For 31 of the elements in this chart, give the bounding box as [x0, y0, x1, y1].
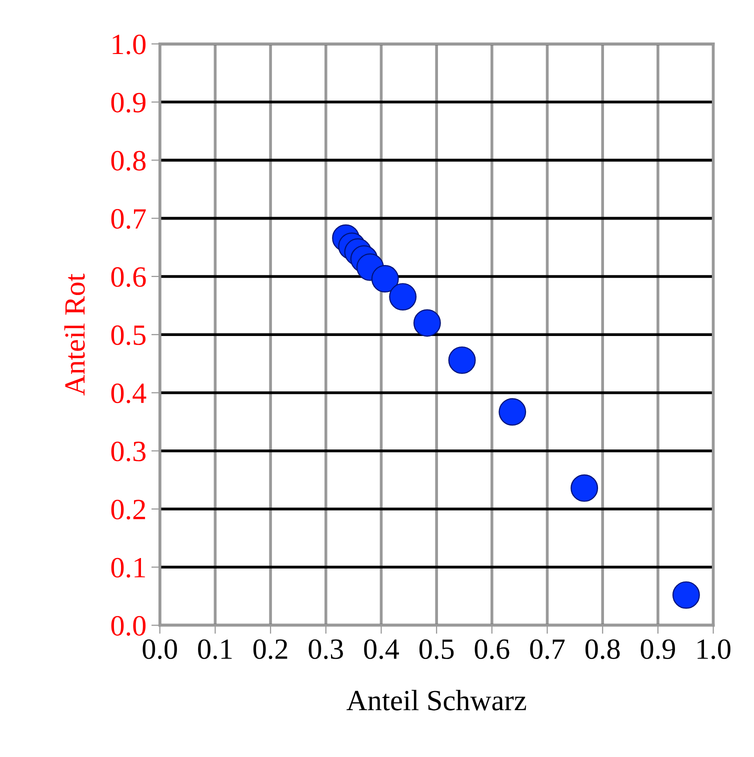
- x-tick-label: 0.2: [253, 639, 288, 660]
- x-tick-label: 1.0: [698, 639, 730, 660]
- x-tick-label: 0.0: [142, 639, 177, 660]
- x-tick-label: 0.9: [640, 639, 675, 660]
- y-tick-label: 0.4: [111, 383, 146, 404]
- y-tick-label: 0.7: [111, 209, 146, 229]
- y-tick-label: 0.5: [111, 325, 146, 346]
- x-tick-label: 0.5: [419, 639, 454, 660]
- x-tick-label: 0.7: [530, 639, 565, 660]
- y-tick-label: 0.9: [111, 92, 146, 113]
- point: [371, 265, 399, 293]
- y-tick-label: 0.1: [111, 558, 145, 578]
- point: [448, 346, 476, 374]
- x-tick-label: 0.4: [364, 639, 399, 660]
- y-tick-label: 0.3: [111, 442, 146, 462]
- x-tick-label: 0.6: [474, 639, 510, 660]
- x-axis-title: Anteil Schwarz: [346, 690, 526, 710]
- y-tick-label: 0.8: [111, 150, 146, 171]
- y-axis-title: Anteil Rot: [64, 274, 85, 396]
- point: [570, 474, 598, 502]
- y-tick-label: 1.0: [112, 34, 146, 54]
- x-tick-label: 0.8: [585, 639, 620, 660]
- point: [389, 283, 417, 311]
- y-tick-label: 0.0: [111, 616, 146, 636]
- point: [413, 309, 441, 337]
- point: [498, 398, 526, 426]
- point: [672, 581, 700, 609]
- x-tick-label: 0.3: [308, 639, 343, 660]
- y-tick-label: 0.2: [111, 500, 146, 520]
- y-tick-label: 0.6: [111, 267, 146, 287]
- x-tick-label: 0.1: [198, 639, 232, 660]
